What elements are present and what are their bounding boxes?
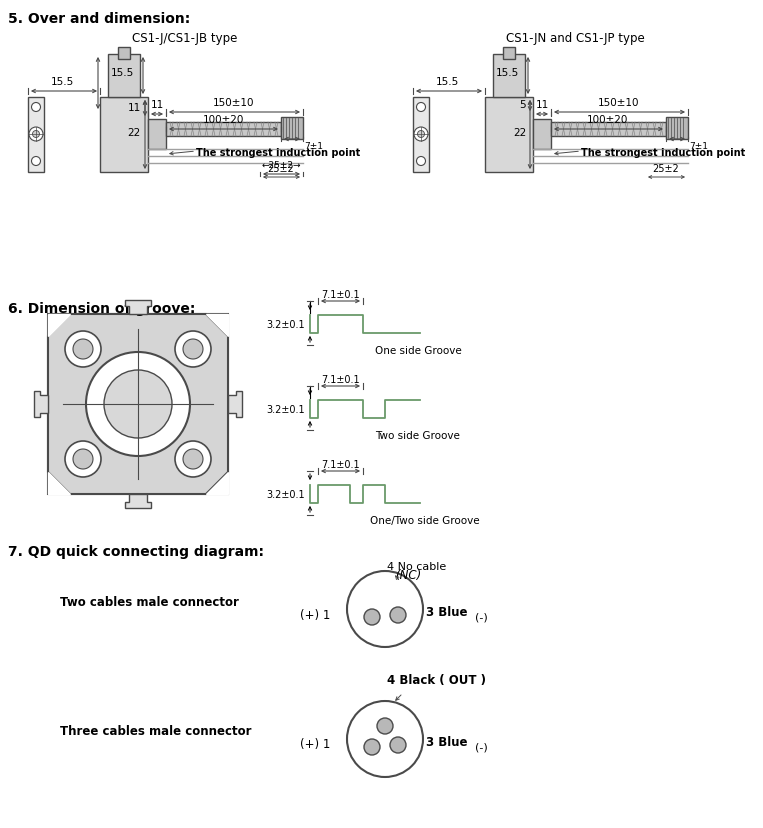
Text: One/Two side Groove: One/Two side Groove [370,515,480,525]
Text: 7. QD quick connecting diagram:: 7. QD quick connecting diagram: [8,544,264,558]
Polygon shape [48,315,228,494]
Bar [28,98,44,173]
Circle shape [104,371,172,439]
Text: 4 No cable: 4 No cable [387,561,446,571]
Circle shape [414,128,428,142]
Circle shape [364,609,380,625]
Circle shape [417,130,426,139]
Circle shape [73,339,93,359]
Text: 6. Dimension of groove:: 6. Dimension of groove: [8,301,195,315]
Polygon shape [206,315,228,337]
Circle shape [65,441,101,478]
Text: Three cables male connector: Three cables male connector [60,724,252,738]
Circle shape [347,571,423,647]
Circle shape [417,132,424,138]
Circle shape [183,339,203,359]
Text: Two side Groove: Two side Groove [375,431,460,440]
Text: 7±1: 7±1 [689,142,708,151]
Polygon shape [125,301,151,315]
Circle shape [175,331,211,368]
Bar [48,315,228,494]
Text: 15.5: 15.5 [496,68,519,78]
Bar [108,55,140,98]
Polygon shape [34,392,48,417]
Text: 22: 22 [127,128,141,137]
Text: 11: 11 [127,103,141,113]
Text: 25±2: 25±2 [652,164,679,174]
Polygon shape [206,473,228,494]
Polygon shape [48,473,70,494]
Bar [666,118,688,140]
Text: One side Groove: One side Groove [375,345,462,355]
Circle shape [29,128,43,142]
Text: The strongest induction point: The strongest induction point [196,148,360,158]
Circle shape [347,701,423,777]
Text: 11: 11 [150,100,163,110]
Circle shape [31,157,40,166]
Circle shape [183,450,203,469]
Text: 7.1±0.1: 7.1±0.1 [320,460,359,469]
Bar [493,55,525,98]
Circle shape [417,157,426,166]
Text: 25±2: 25±2 [268,164,295,174]
Polygon shape [228,392,242,417]
Text: 15.5: 15.5 [436,77,459,87]
Polygon shape [48,315,70,337]
Text: 4 Black ( OUT ): 4 Black ( OUT ) [387,673,486,686]
Circle shape [31,130,40,139]
Circle shape [175,441,211,478]
Text: (+) 1: (+) 1 [300,738,330,751]
Circle shape [86,353,190,456]
Text: 100±20: 100±20 [202,115,243,125]
Circle shape [377,718,393,734]
Circle shape [364,739,380,755]
Text: 150±10: 150±10 [213,98,255,108]
Circle shape [417,104,426,113]
Bar [533,120,551,150]
Text: (NC): (NC) [395,568,421,581]
Text: 5. Over and dimension:: 5. Over and dimension: [8,12,190,26]
Text: 3.2±0.1: 3.2±0.1 [266,405,305,415]
Polygon shape [125,494,151,508]
Bar [551,123,666,137]
Text: 15.5: 15.5 [50,77,73,87]
Text: 22: 22 [513,128,526,137]
Text: 150±10: 150±10 [598,98,639,108]
Text: ←25±2→: ←25±2→ [261,161,301,170]
Bar [503,48,515,60]
Text: 7±1: 7±1 [304,142,323,151]
Text: 15.5: 15.5 [111,68,134,78]
Text: Two cables male connector: Two cables male connector [60,595,239,608]
Bar [485,98,533,173]
Bar [281,118,303,140]
Circle shape [33,132,40,138]
Bar [148,120,166,150]
Text: (+) 1: (+) 1 [300,608,330,621]
Text: 3 Blue: 3 Blue [426,606,468,619]
Bar [413,98,429,173]
Circle shape [390,737,406,753]
Bar [166,123,281,137]
Circle shape [65,331,101,368]
Text: 7.1±0.1: 7.1±0.1 [320,374,359,384]
Circle shape [31,104,40,113]
Text: 11: 11 [536,100,549,110]
Text: The strongest induction point: The strongest induction point [581,148,745,158]
Text: 3 Blue: 3 Blue [426,735,468,749]
Circle shape [390,607,406,623]
Bar [118,48,130,60]
Text: 100±20: 100±20 [588,115,629,125]
Circle shape [73,450,93,469]
Bar [100,98,148,173]
Text: CS1-JN and CS1-JP type: CS1-JN and CS1-JP type [506,32,645,45]
Text: 3.2±0.1: 3.2±0.1 [266,320,305,330]
Text: (-): (-) [475,742,488,752]
Text: (-): (-) [475,612,488,623]
Text: 7.1±0.1: 7.1±0.1 [320,290,359,300]
Text: 5: 5 [520,100,526,110]
Text: CS1-J/CS1-JB type: CS1-J/CS1-JB type [132,32,238,45]
Text: 3.2±0.1: 3.2±0.1 [266,489,305,499]
